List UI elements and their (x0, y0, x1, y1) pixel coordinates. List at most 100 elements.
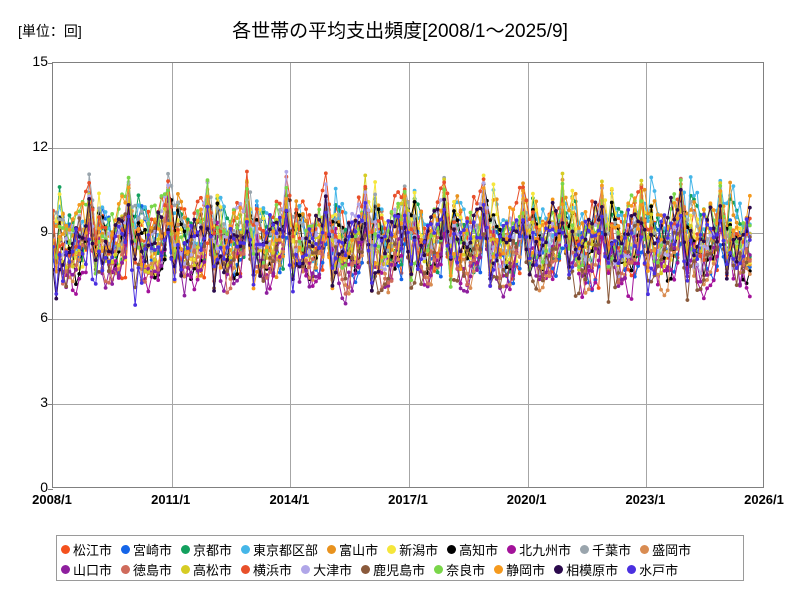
series-marker (376, 244, 381, 249)
legend-item-盛岡市[interactable]: 盛岡市 (640, 540, 691, 559)
series-marker (264, 231, 269, 235)
series-marker (593, 246, 598, 251)
series-marker (675, 207, 680, 212)
legend-item-大津市[interactable]: 大津市 (301, 560, 352, 579)
legend-item-千葉市[interactable]: 千葉市 (580, 540, 631, 559)
legend-item-高知市[interactable]: 高知市 (447, 540, 498, 559)
series-marker (747, 272, 752, 277)
legend-item-京都市[interactable]: 京都市 (181, 540, 232, 559)
legend-item-新潟市[interactable]: 新潟市 (387, 540, 438, 559)
series-marker (54, 210, 59, 215)
series-marker (146, 233, 151, 237)
legend-item-静岡市[interactable]: 静岡市 (494, 560, 545, 579)
series-marker (74, 282, 78, 287)
y-axis: 0 3 6 9 12 15 (0, 0, 48, 600)
series-marker (419, 237, 424, 242)
legend-marker-icon (241, 544, 251, 554)
series-marker (323, 171, 328, 176)
series-marker (172, 211, 177, 215)
series-marker (609, 256, 614, 261)
series-marker (149, 275, 154, 279)
series-marker (646, 227, 650, 232)
series-marker (409, 272, 414, 277)
series-marker (218, 205, 223, 209)
series-marker (143, 247, 147, 251)
series-marker (586, 268, 591, 273)
series-marker (514, 200, 519, 205)
series-marker (488, 218, 493, 223)
series-marker (386, 238, 391, 243)
series-marker (504, 265, 509, 270)
series-marker (438, 252, 443, 256)
series-marker (590, 199, 594, 204)
series-marker (471, 234, 476, 239)
y-tick-mark (48, 233, 53, 235)
series-marker (297, 245, 302, 250)
legend-item-相模原市[interactable]: 相模原市 (554, 560, 618, 579)
legend-item-宮崎市[interactable]: 宮崎市 (121, 540, 172, 559)
series-marker (652, 271, 657, 276)
legend-item-徳島市[interactable]: 徳島市 (121, 560, 172, 579)
series-marker (156, 245, 161, 250)
series-marker (517, 185, 522, 190)
series-marker (649, 266, 654, 271)
series-marker (491, 182, 496, 187)
legend-label: 高松市 (193, 562, 233, 578)
series-marker (501, 267, 506, 272)
series-marker (442, 180, 447, 185)
series-marker (692, 259, 696, 263)
legend-label: 東京都区部 (253, 542, 319, 558)
legend-item-富山市[interactable]: 富山市 (327, 540, 378, 559)
series-marker (389, 232, 394, 237)
series-marker (580, 212, 585, 216)
legend-item-東京都区部[interactable]: 東京都区部 (241, 540, 318, 559)
series-marker (149, 265, 154, 270)
series-marker (448, 285, 453, 289)
series-marker (698, 271, 703, 276)
series-marker (412, 214, 417, 219)
series-marker (675, 223, 680, 228)
legend-item-奈良市[interactable]: 奈良市 (434, 560, 485, 579)
series-marker (392, 266, 397, 271)
series-marker (537, 228, 542, 232)
series-marker (176, 192, 180, 196)
series-marker (692, 211, 696, 216)
series-marker (271, 229, 276, 234)
series-marker (136, 203, 141, 208)
series-marker (340, 201, 345, 206)
legend-item-鹿児島市[interactable]: 鹿児島市 (361, 560, 425, 579)
series-marker (508, 234, 512, 239)
legend-item-山口市[interactable]: 山口市 (61, 560, 112, 579)
series-marker (435, 270, 440, 275)
series-marker (511, 273, 516, 278)
series-marker (166, 179, 170, 184)
legend-item-松江市[interactable]: 松江市 (61, 540, 112, 559)
series-marker (238, 240, 243, 245)
series-marker (619, 241, 624, 246)
series-marker (705, 286, 710, 291)
series-marker (80, 264, 85, 269)
legend-item-横浜市[interactable]: 横浜市 (241, 560, 292, 579)
legend-marker-icon (361, 564, 371, 574)
series-marker (688, 223, 693, 228)
series-marker (593, 263, 598, 267)
series-marker (54, 224, 59, 229)
legend-item-水戸市[interactable]: 水戸市 (627, 560, 678, 579)
series-marker (649, 204, 654, 209)
series-marker (481, 181, 486, 185)
series-marker (708, 256, 713, 261)
series-marker (346, 234, 351, 239)
legend-marker-icon (447, 544, 457, 554)
series-marker (517, 255, 522, 259)
series-marker (320, 260, 325, 265)
legend-item-北九州市[interactable]: 北九州市 (507, 540, 571, 559)
series-marker (231, 281, 236, 286)
series-marker (189, 270, 193, 275)
series-marker (481, 232, 486, 236)
series-marker (429, 228, 433, 233)
series-marker (156, 210, 161, 215)
series-marker (153, 217, 157, 222)
series-marker (182, 274, 187, 279)
legend-label: 松江市 (73, 542, 113, 558)
legend-item-高松市[interactable]: 高松市 (181, 560, 232, 579)
